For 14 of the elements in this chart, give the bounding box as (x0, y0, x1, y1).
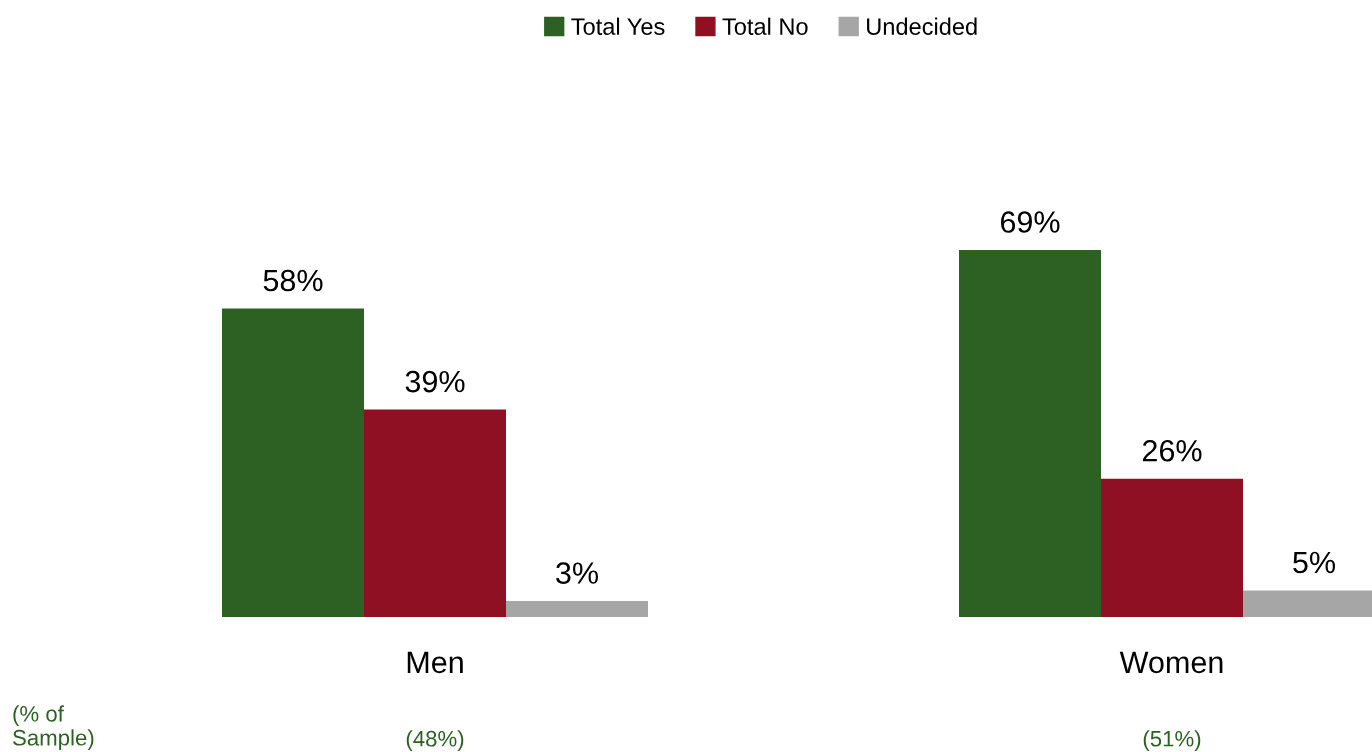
data-label: 26% (1142, 439, 1202, 462)
text: (% of Sample) (13, 705, 94, 750)
data-label: 58% (263, 269, 323, 292)
data-label: 69% (1000, 211, 1060, 233)
text: (48%) (406, 730, 464, 751)
text: (51%) (1143, 730, 1201, 751)
data-label: 5% (1293, 551, 1335, 574)
data-label: 39% (405, 370, 465, 393)
legend-label: Total Yes (571, 17, 665, 35)
legend-label: Total No (722, 17, 808, 35)
legend-label: Undecided (867, 17, 977, 35)
x-tick-label: Women (1119, 651, 1223, 674)
data-label: 3% (556, 562, 598, 584)
x-tick-label: Men (407, 651, 463, 674)
